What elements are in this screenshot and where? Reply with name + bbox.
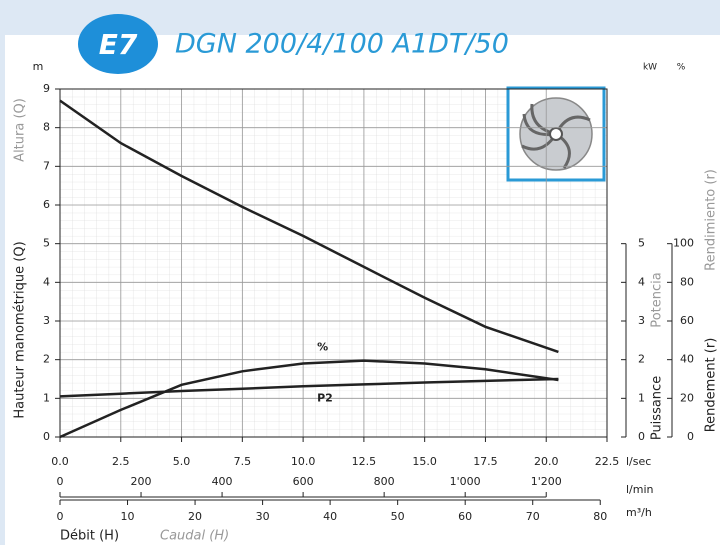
x3-tick-label: 20 bbox=[188, 510, 202, 523]
y2-tick-label: 4 bbox=[638, 275, 645, 288]
y2-unit: kW bbox=[643, 63, 657, 73]
y-tick-label: 9 bbox=[43, 82, 50, 95]
x-tick-label: 7.5 bbox=[234, 455, 252, 468]
y3-tick-label: 0 bbox=[687, 430, 694, 443]
x-tick-label: 20.0 bbox=[534, 455, 559, 468]
x-axis-label-alt: Caudal (H) bbox=[160, 529, 229, 544]
y3-tick-label: 40 bbox=[680, 353, 694, 366]
y2-tick-label: 0 bbox=[638, 430, 645, 443]
x3-tick-label: 30 bbox=[256, 510, 270, 523]
y3-axis-label-alt: Rendimiento (r) bbox=[704, 169, 719, 271]
y-axis-label-alt: Altura (Q) bbox=[13, 98, 28, 162]
y2-tick-label: 1 bbox=[638, 391, 645, 404]
y-tick-label: 6 bbox=[43, 198, 50, 211]
x-tick-label: 5.0 bbox=[173, 455, 191, 468]
y-tick-label: 2 bbox=[43, 353, 50, 366]
series-label: % bbox=[317, 341, 328, 354]
y2-axis-label-alt: Potencia bbox=[650, 272, 665, 327]
x3-tick-label: 80 bbox=[593, 510, 607, 523]
x2-tick-label: 0 bbox=[57, 475, 64, 488]
y3-tick-label: 60 bbox=[680, 314, 694, 327]
y-unit: m bbox=[33, 60, 44, 73]
y-axis-label: Hauteur manométrique (Q) bbox=[13, 241, 28, 418]
x3-tick-label: 50 bbox=[391, 510, 405, 523]
x-tick-label: 10.0 bbox=[291, 455, 316, 468]
y-tick-label: 5 bbox=[43, 237, 50, 250]
x-axis-label: Débit (H) bbox=[60, 529, 119, 544]
x-tick-label: 2.5 bbox=[112, 455, 130, 468]
y-tick-label: 4 bbox=[43, 275, 50, 288]
series-line bbox=[59, 359, 559, 439]
y2-tick-label: 3 bbox=[638, 314, 645, 327]
x3-tick-label: 10 bbox=[121, 510, 135, 523]
x-tick-label: 0.0 bbox=[51, 455, 69, 468]
y3-unit: % bbox=[677, 63, 686, 73]
x-unit: l/sec bbox=[626, 455, 651, 468]
x2-tick-label: 1'200 bbox=[531, 475, 562, 488]
y-tick-label: 0 bbox=[43, 430, 50, 443]
x3-unit: m³/h bbox=[626, 506, 652, 519]
y2-axis-label: Puissance bbox=[650, 376, 665, 440]
plot-frame bbox=[59, 88, 608, 438]
y3-tick-label: 100 bbox=[673, 237, 694, 250]
x3-tick-label: 60 bbox=[458, 510, 472, 523]
y3-tick-label: 80 bbox=[680, 275, 694, 288]
x3-tick-label: 40 bbox=[323, 510, 337, 523]
series-label: P2 bbox=[317, 391, 333, 404]
x2-tick-label: 400 bbox=[212, 475, 233, 488]
y2-tick-label: 5 bbox=[638, 237, 645, 250]
x2-unit: l/min bbox=[626, 483, 654, 496]
x3-tick-label: 70 bbox=[526, 510, 540, 523]
series-line bbox=[59, 99, 559, 354]
x3-tick-label: 0 bbox=[57, 510, 64, 523]
x2-tick-label: 600 bbox=[293, 475, 314, 488]
x2-tick-label: 1'000 bbox=[450, 475, 481, 488]
y-tick-label: 3 bbox=[43, 314, 50, 327]
badge bbox=[78, 14, 158, 74]
y3-tick-label: 20 bbox=[680, 391, 694, 404]
series-line bbox=[59, 377, 559, 398]
x2-tick-label: 800 bbox=[374, 475, 395, 488]
y2-tick-label: 2 bbox=[638, 353, 645, 366]
x-tick-label: 12.5 bbox=[352, 455, 377, 468]
chart-title: DGN 200/4/100 A1DT/50 bbox=[175, 29, 509, 60]
x-tick-label: 22.5 bbox=[595, 455, 620, 468]
badge-text: E7 bbox=[99, 28, 138, 61]
x-tick-label: 15.0 bbox=[412, 455, 437, 468]
impeller-icon bbox=[506, 86, 606, 182]
x-tick-label: 17.5 bbox=[473, 455, 498, 468]
x2-tick-label: 200 bbox=[131, 475, 152, 488]
y3-axis-label: Rendement (r) bbox=[704, 338, 719, 433]
y-tick-label: 8 bbox=[43, 121, 50, 134]
y-tick-label: 1 bbox=[43, 391, 50, 404]
y-tick-label: 7 bbox=[43, 159, 50, 172]
